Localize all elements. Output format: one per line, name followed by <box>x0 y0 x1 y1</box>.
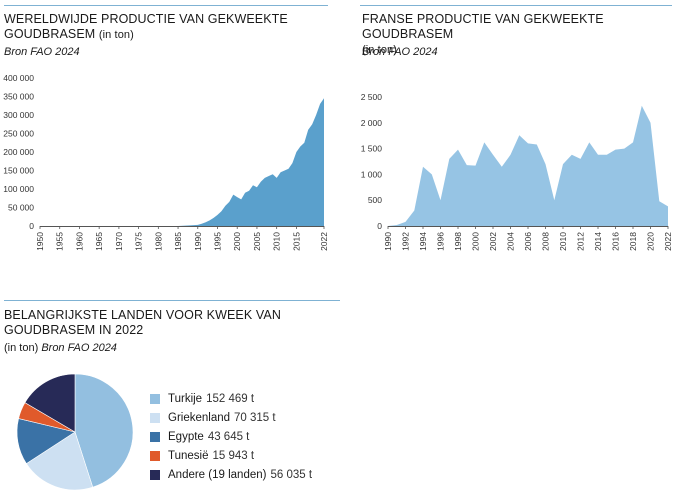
pie-source: Bron FAO 2024 <box>41 342 117 354</box>
world-x-tick-label: 1965 <box>94 232 104 251</box>
france-y-tick-label: 0 <box>377 221 382 231</box>
france-y-tick-label: 1 000 <box>361 169 383 179</box>
world-title-text: WERELDWIJDE PRODUCTIE VAN GEKWEEKTE GOUD… <box>4 12 288 41</box>
pie-top-rule <box>4 300 340 301</box>
pie-slice-griekenland <box>25 431 94 491</box>
world-unit: (in ton) <box>98 29 134 41</box>
france-x-tick-label: 1990 <box>383 232 393 251</box>
legend-label-griekenland: Griekenland <box>168 411 231 424</box>
france-x-tick-label: 2008 <box>541 232 551 251</box>
world-x-tick-label: 1995 <box>213 232 223 251</box>
world-x-tick-label: 1980 <box>153 232 163 251</box>
legend-value-griekenland: 70 315 t <box>234 411 276 424</box>
legend-swatch-egypte <box>150 431 160 442</box>
world-x-tick-label: 1985 <box>173 232 183 251</box>
world-x-tick-label: 1990 <box>193 232 203 251</box>
france-y-tick-label: 1 500 <box>361 144 383 154</box>
france-unit: (in ton) <box>362 44 398 56</box>
france-y-tick-label: 2 500 <box>361 92 383 102</box>
world-x-tick-label: 2022 <box>319 232 329 251</box>
pie-slice-turkije <box>74 373 134 488</box>
france-x-tick-label: 2022 <box>663 232 673 251</box>
world-y-tick-label: 300 000 <box>3 110 34 120</box>
france-y-tick-label: 2 000 <box>361 118 383 128</box>
world-x-tick-label: 1960 <box>74 232 84 251</box>
legend-item-griekenland: Griekenland 70 315 t <box>150 408 312 427</box>
world-source: Bron FAO 2024 <box>4 46 80 58</box>
world-x-tick-label: 2005 <box>252 232 262 251</box>
world-chart: 0 50 000 100 000 150 000 200 000 250 000 300 0… <box>3 73 329 251</box>
france-x-tick-label: 2012 <box>576 232 586 251</box>
legend-label-egypte: Egypte <box>168 430 204 443</box>
legend-swatch-andere <box>150 469 160 480</box>
world-area-series <box>40 98 324 226</box>
world-x-tick-label: 2015 <box>291 232 301 251</box>
france-chart-title: FRANSE PRODUCTIE VAN GEKWEEKTE GOUDBRASE… <box>362 12 672 58</box>
world-y-tick-label: 0 <box>29 221 34 231</box>
world-x-tick-label: 1955 <box>55 232 65 251</box>
france-x-tick-label: 2016 <box>611 232 621 251</box>
france-area-series <box>388 105 668 226</box>
pie-slice-andere <box>24 373 76 433</box>
world-x-tick-label: 1950 <box>35 232 45 251</box>
france-x-tick-label: 2010 <box>558 232 568 251</box>
world-x-tick-label: 2000 <box>232 232 242 251</box>
legend-label-tunesie: Tunesië <box>168 449 209 462</box>
world-y-tick-label: 50 000 <box>8 203 34 213</box>
france-source: Bron FAO 2024 <box>362 46 438 58</box>
legend-item-andere: Andere (19 landen) 56 035 t <box>150 465 312 484</box>
world-chart-title: WERELDWIJDE PRODUCTIE VAN GEKWEEKTE GOUD… <box>4 12 304 43</box>
france-y-tick-label: 500 <box>368 195 382 205</box>
legend-label-turkije: Turkije <box>168 392 203 405</box>
world-y-tick-label: 150 000 <box>3 166 34 176</box>
france-chart: 0 500 1 000 1 500 2 000 2 500 1990 1992 1994 1996… <box>361 92 673 251</box>
pie-legend: Turkije 152 469 t Griekenland 70 315 t E… <box>150 389 312 484</box>
legend-item-egypte: Egypte 43 645 t <box>150 427 312 446</box>
france-x-tick-label: 1994 <box>418 232 428 251</box>
france-top-rule <box>360 5 672 6</box>
legend-value-turkije: 152 469 t <box>206 392 255 405</box>
legend-swatch-griekenland <box>150 412 160 423</box>
legend-swatch-turkije <box>150 393 160 404</box>
legend-item-turkije: Turkije 152 469 t <box>150 389 312 408</box>
france-x-tick-label: 2014 <box>593 232 603 251</box>
france-x-tick-label: 2018 <box>628 232 638 251</box>
world-y-tick-label: 200 000 <box>3 147 34 157</box>
world-y-tick-label: 400 000 <box>3 73 34 83</box>
legend-value-andere: 56 035 t <box>270 468 313 481</box>
world-x-tick-label: 2010 <box>272 232 282 251</box>
france-x-tick-label: 2004 <box>506 232 516 251</box>
pie-subtitle: (in ton) Bron FAO 2024 <box>4 342 117 354</box>
legend-swatch-tunesie <box>150 450 160 461</box>
world-x-tick-label: 1970 <box>114 232 124 251</box>
world-y-tick-label: 100 000 <box>3 184 34 194</box>
france-x-tick-label: 2000 <box>471 232 481 251</box>
france-x-tick-label: 2002 <box>488 232 498 251</box>
france-x-tick-label: 1998 <box>453 232 463 251</box>
legend-value-tunesie: 15 943 t <box>212 449 255 462</box>
legend-label-andere: Andere (19 landen) <box>168 468 267 481</box>
pie-unit: (in ton) <box>4 342 39 354</box>
pie-chart-title: BELANGRIJKSTE LANDEN VOOR KWEEK VAN GOUD… <box>4 308 284 338</box>
france-x-tick-label: 1996 <box>436 232 446 251</box>
world-top-rule <box>4 5 328 6</box>
france-x-tick-label: 1992 <box>401 232 411 251</box>
pie-title-text: BELANGRIJKSTE LANDEN VOOR KWEEK VAN GOUD… <box>4 308 281 337</box>
france-x-tick-label: 2020 <box>646 232 656 251</box>
legend-item-tunesie: Tunesië 15 943 t <box>150 446 312 465</box>
france-x-tick-label: 2006 <box>523 232 533 251</box>
legend-value-egypte: 43 645 t <box>207 430 250 443</box>
world-x-tick-label: 1975 <box>134 232 144 251</box>
world-y-tick-label: 350 000 <box>3 92 34 102</box>
pie-chart <box>16 373 134 491</box>
world-y-tick-label: 250 000 <box>3 129 34 139</box>
france-title-text: FRANSE PRODUCTIE VAN GEKWEEKTE GOUDBRASE… <box>362 12 604 41</box>
